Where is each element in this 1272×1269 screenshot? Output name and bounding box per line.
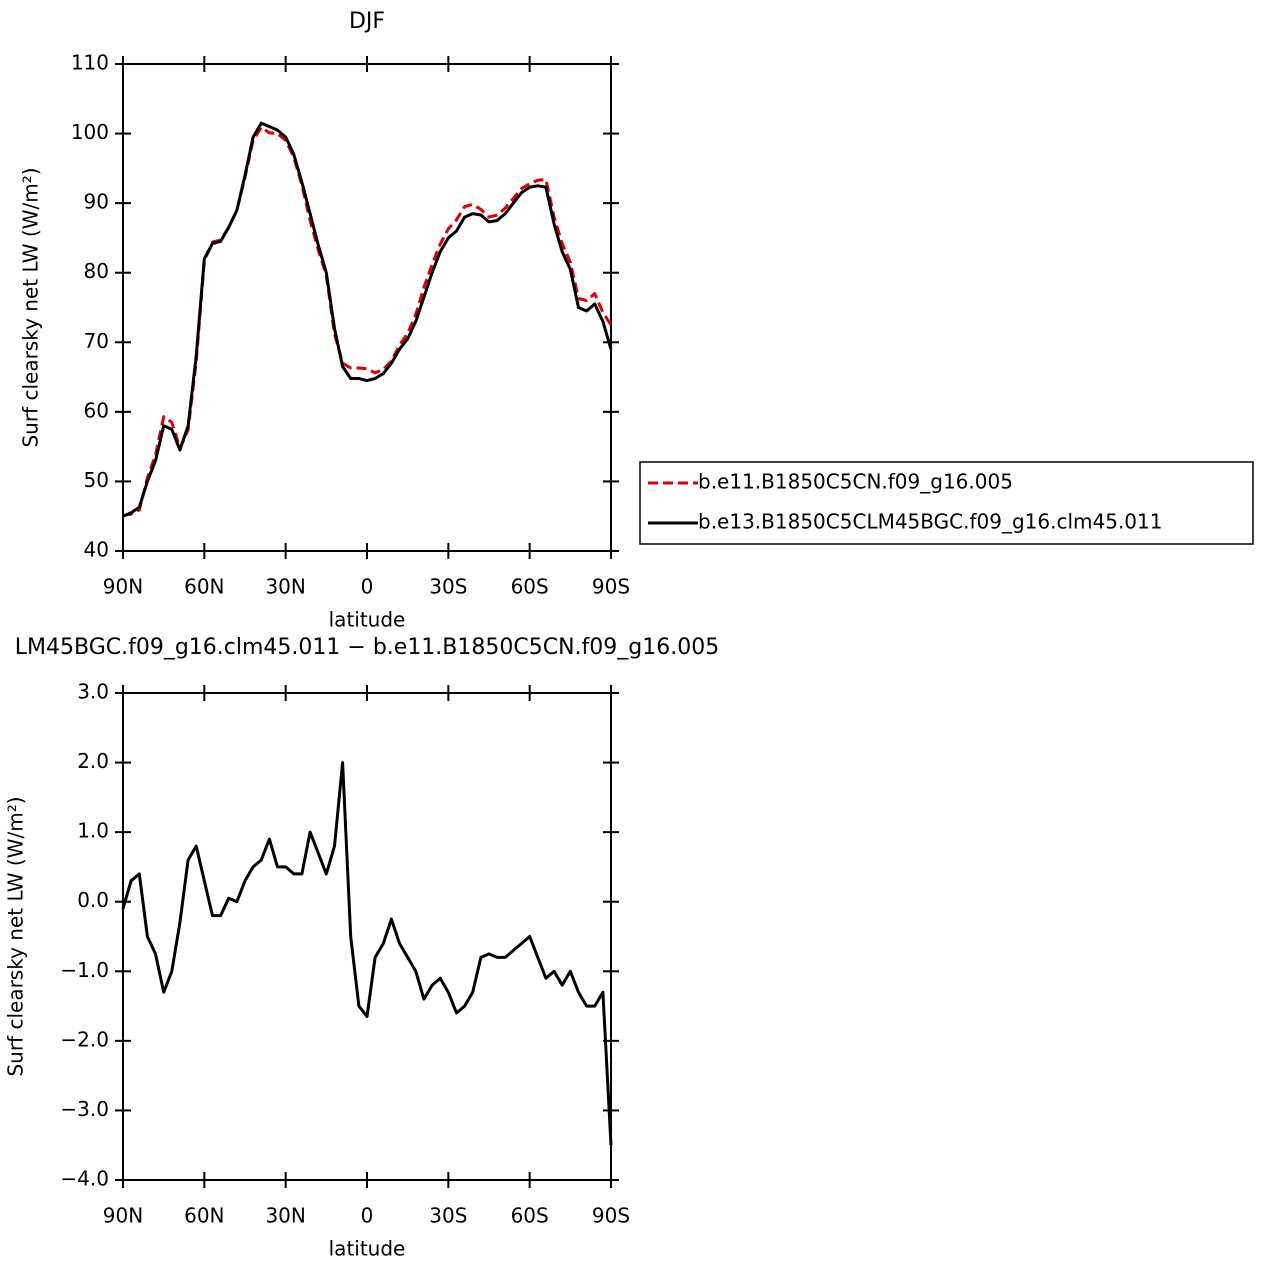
x-tick-label: 60N [184, 575, 224, 599]
plot-frame [122, 692, 612, 1181]
y-tick-label: 50 [84, 468, 109, 492]
legend-box [639, 461, 1254, 545]
y-tick-label: 110 [71, 51, 109, 75]
legend-label: b.e11.B1850C5CN.f09_g16.005 [698, 470, 1013, 494]
y-tick-label: 3.0 [77, 680, 109, 704]
y-tick-label: −1.0 [60, 958, 109, 982]
y-tick-label: 1.0 [77, 819, 109, 843]
legend-label: b.e13.B1850C5CLM45BGC.f09_g16.clm45.011 [698, 510, 1162, 534]
x-tick-label: 90S [592, 1204, 630, 1228]
y-tick-label: 2.0 [77, 749, 109, 773]
x-tick-label: 60S [511, 1204, 549, 1228]
x-axis-label: latitude [329, 1237, 406, 1261]
chart-title: DJF [349, 9, 385, 34]
y-tick-label: 80 [84, 259, 109, 283]
y-tick-label: −2.0 [60, 1027, 109, 1051]
y-tick-label: 60 [84, 398, 109, 422]
y-tick-label: 70 [84, 329, 109, 353]
data-line [122, 121, 613, 518]
x-tick-label: 30N [265, 1204, 305, 1228]
x-axis-label: latitude [329, 608, 406, 632]
y-tick-label: 100 [71, 120, 109, 144]
x-tick-label: 30N [265, 575, 305, 599]
y-tick-label: 0.0 [77, 888, 109, 912]
y-tick-label: −4.0 [60, 1167, 109, 1191]
x-tick-label: 0 [361, 575, 374, 599]
chart-title: LM45BGC.f09_g16.clm45.011 − b.e11.B1850C… [15, 635, 719, 660]
y-tick-label: −3.0 [60, 1097, 109, 1121]
y-tick-label: 90 [84, 190, 109, 214]
x-tick-label: 90N [103, 575, 143, 599]
x-tick-label: 0 [361, 1204, 374, 1228]
y-tick-label: 40 [84, 538, 109, 562]
x-tick-label: 60N [184, 1204, 224, 1228]
y-axis-label: Surf clearsky net LW (W/m²) [4, 796, 28, 1076]
data-line [121, 761, 613, 1146]
x-tick-label: 60S [511, 575, 549, 599]
x-tick-label: 90S [592, 575, 630, 599]
x-tick-label: 30S [429, 575, 467, 599]
plot-frame [122, 63, 612, 552]
x-tick-label: 30S [429, 1204, 467, 1228]
y-axis-label: Surf clearsky net LW (W/m²) [19, 167, 43, 447]
x-tick-label: 90N [103, 1204, 143, 1228]
